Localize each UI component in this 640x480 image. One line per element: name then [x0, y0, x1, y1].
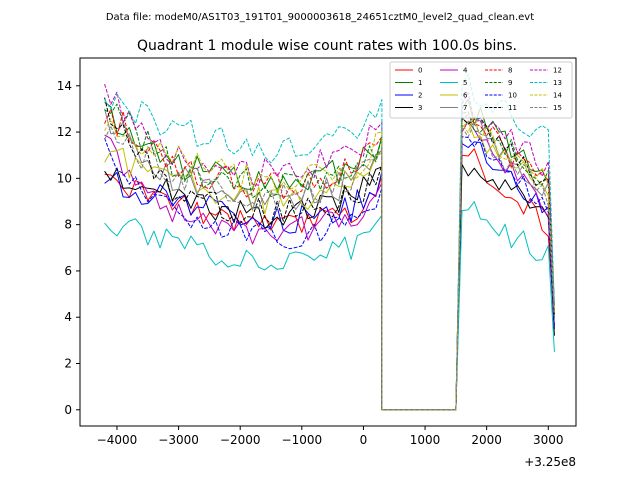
x-tick-label: 1000 — [410, 433, 441, 447]
legend-label-5: 5 — [463, 79, 467, 87]
legend-label-3: 3 — [418, 104, 422, 112]
legend-label-15: 15 — [553, 104, 562, 112]
figure-suptitle: Data file: modeM0/AS1T03_191T01_90000036… — [106, 12, 534, 23]
legend-label-0: 0 — [418, 67, 422, 75]
series-line-8 — [104, 108, 555, 411]
x-offset-label: +3.25e8 — [524, 455, 576, 469]
legend-label-10: 10 — [508, 92, 517, 100]
series-line-6 — [104, 121, 555, 411]
legend-label-13: 13 — [553, 79, 562, 87]
y-tick-label: 10 — [57, 171, 72, 185]
x-tick-label: 3000 — [533, 433, 564, 447]
legend-label-1: 1 — [418, 79, 422, 87]
legend-box — [389, 61, 573, 119]
series-line-12 — [104, 83, 555, 411]
x-tick-label: −1000 — [282, 433, 323, 447]
y-tick-label: 2 — [64, 357, 72, 371]
y-tick-label: 14 — [57, 79, 72, 93]
series-line-13 — [104, 73, 555, 411]
chart-title: Quadrant 1 module wise count rates with … — [137, 38, 517, 54]
y-tick-label: 6 — [64, 264, 72, 278]
x-tick-label: −4000 — [97, 433, 138, 447]
y-tick-label: 8 — [64, 218, 72, 232]
series-line-9 — [104, 103, 555, 411]
series-line-7 — [104, 108, 555, 411]
x-tick-label: 2000 — [471, 433, 502, 447]
legend-label-6: 6 — [463, 92, 468, 100]
legend-label-12: 12 — [553, 67, 562, 75]
x-tick-label: −2000 — [220, 433, 261, 447]
legend-label-14: 14 — [553, 92, 562, 100]
legend-label-9: 9 — [508, 79, 512, 87]
legend-label-8: 8 — [508, 67, 512, 75]
x-axis: −4000 −3000 −2000 −1000 0 1000 2000 3000 — [97, 426, 564, 447]
x-tick-label: 0 — [360, 433, 368, 447]
x-tick-label: −3000 — [158, 433, 199, 447]
legend-label-7: 7 — [463, 104, 467, 112]
series-layer — [104, 73, 555, 411]
y-tick-label: 4 — [64, 310, 72, 324]
series-line-15 — [104, 122, 555, 411]
y-axis: 0 2 4 6 8 10 12 14 — [57, 79, 80, 417]
series-line-10 — [104, 136, 555, 411]
series-line-0 — [104, 148, 555, 411]
series-line-11 — [104, 97, 555, 411]
legend-label-2: 2 — [418, 92, 422, 100]
legend-label-11: 11 — [508, 104, 517, 112]
series-line-5 — [104, 201, 555, 411]
series-line-1 — [104, 98, 555, 411]
series-line-2 — [104, 141, 555, 411]
y-tick-label: 0 — [64, 403, 72, 417]
y-tick-label: 12 — [57, 125, 72, 139]
axes-frame — [79, 57, 577, 427]
legend-label-4: 4 — [463, 67, 468, 75]
series-line-14 — [104, 114, 555, 411]
